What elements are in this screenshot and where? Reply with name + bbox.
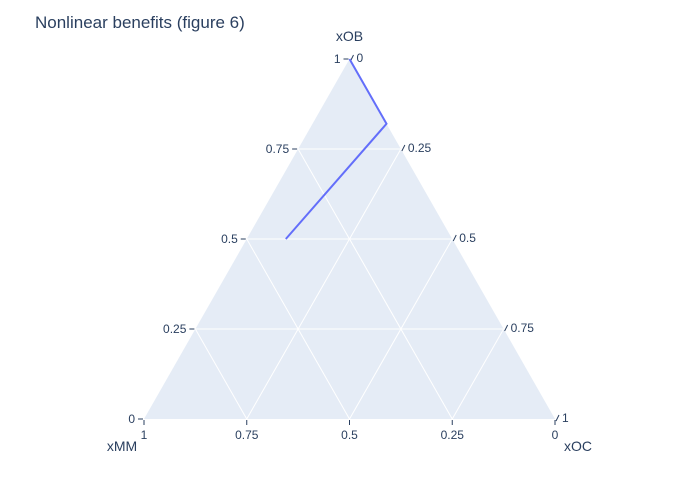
tick-label-xOB: 0.25 [163,322,187,336]
tick-label-xOB: 0 [128,412,135,426]
tick-xOC [401,144,406,152]
tick-label-xOC: 0.75 [511,321,535,335]
tick-label-xMM: 0.5 [341,428,358,442]
tick-label-xOC: 1 [562,411,569,425]
tick-label-xMM: 0 [552,428,559,442]
tick-xOC [504,324,509,332]
tick-label-xOC: 0 [357,51,364,65]
gridline-xOC [349,238,453,420]
tick-label-xMM: 0.25 [441,428,465,442]
series-line-0 [285,58,388,240]
tick-label-xOC: 0.5 [459,231,476,245]
tick-label-xMM: 1 [141,428,148,442]
tick-label-xOB: 0.5 [221,232,238,246]
gridline-xOC [246,148,402,420]
gridlines [194,148,505,420]
axis-title-xOB: xOB [336,28,363,44]
axis-title-xMM: xMM [107,438,137,454]
chart-title: Nonlinear benefits (figure 6) [35,13,245,32]
tick-xOC [452,234,457,242]
gridline-xMM [194,328,248,420]
gridline-xOC [451,328,505,420]
series-group [285,58,388,240]
tick-label-xOC: 0.25 [408,141,432,155]
tick-label-xOB: 1 [334,52,341,66]
gridline-xMM [246,238,350,420]
tick-label-xMM: 0.75 [235,428,259,442]
tick-xOC [555,414,560,422]
axis-title-xOC: xOC [564,438,592,454]
tick-label-xOB: 0.75 [266,142,290,156]
